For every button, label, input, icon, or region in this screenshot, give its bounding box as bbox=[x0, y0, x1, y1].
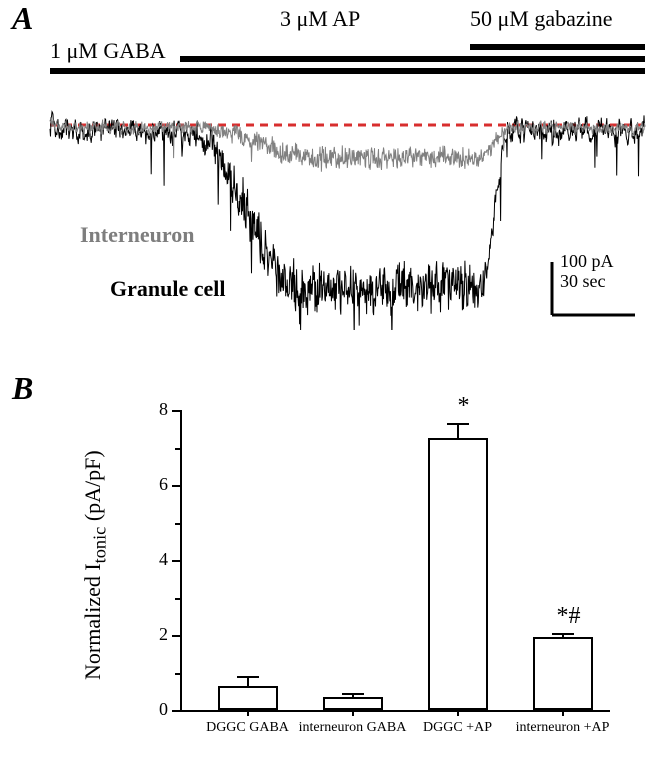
bar-1 bbox=[323, 697, 383, 710]
x-tick bbox=[562, 710, 564, 716]
y-minor-tick bbox=[175, 523, 180, 525]
sig-3: *# bbox=[549, 603, 589, 630]
scale-y-text: 100 pA bbox=[560, 252, 614, 272]
x-tick bbox=[457, 710, 459, 716]
bar-3 bbox=[533, 637, 593, 710]
x-label-3: interneuron +AP bbox=[508, 720, 618, 736]
y-tick-label: 0 bbox=[140, 699, 168, 720]
scale-x-text: 30 sec bbox=[560, 272, 605, 292]
panel-a: 1 μM GABA 3 μM AP 50 μM gabazine Interne… bbox=[20, 0, 655, 360]
y-minor-tick bbox=[175, 673, 180, 675]
x-label-2: DGGC +AP bbox=[403, 720, 513, 736]
figure-root: A 1 μM GABA 3 μM AP 50 μM gabazine Inter… bbox=[0, 0, 667, 760]
err-cap-3 bbox=[552, 633, 574, 635]
err-cap-0 bbox=[237, 676, 259, 678]
y-minor-tick bbox=[175, 598, 180, 600]
x-tick bbox=[352, 710, 354, 716]
y-tick bbox=[172, 410, 180, 412]
x-axis bbox=[180, 710, 610, 712]
err-cap-1 bbox=[342, 693, 364, 695]
panel-b: Normalized Itonic (pA/pF) 0 2 4 6 8 DGGC GABA… bbox=[60, 400, 620, 750]
y-tick-label: 2 bbox=[140, 624, 168, 645]
y-title-main: Normalized I bbox=[80, 563, 105, 680]
y-tick-label: 8 bbox=[140, 399, 168, 420]
panel-b-label: B bbox=[12, 370, 33, 407]
y-title-sub: tonic bbox=[89, 527, 109, 564]
label-interneuron: Interneuron bbox=[80, 222, 195, 248]
y-minor-tick bbox=[175, 448, 180, 450]
y-axis-title: Normalized Itonic (pA/pF) bbox=[80, 450, 110, 680]
x-label-1: interneuron GABA bbox=[298, 720, 408, 736]
y-tick bbox=[172, 560, 180, 562]
y-axis bbox=[180, 410, 182, 710]
bar-chart: Normalized Itonic (pA/pF) 0 2 4 6 8 DGGC GABA… bbox=[60, 400, 620, 750]
bar-0 bbox=[218, 686, 278, 710]
sig-2: * bbox=[444, 393, 484, 420]
y-title-unit: (pA/pF) bbox=[80, 450, 105, 526]
y-tick bbox=[172, 485, 180, 487]
err-cap-2 bbox=[447, 423, 469, 425]
label-granule: Granule cell bbox=[110, 276, 225, 302]
err-stem-2 bbox=[457, 423, 459, 438]
y-tick-label: 6 bbox=[140, 474, 168, 495]
y-tick bbox=[172, 635, 180, 637]
x-label-0: DGGC GABA bbox=[193, 720, 303, 736]
bar-2 bbox=[428, 438, 488, 710]
y-tick-label: 4 bbox=[140, 549, 168, 570]
x-tick bbox=[247, 710, 249, 716]
y-tick bbox=[172, 710, 180, 712]
